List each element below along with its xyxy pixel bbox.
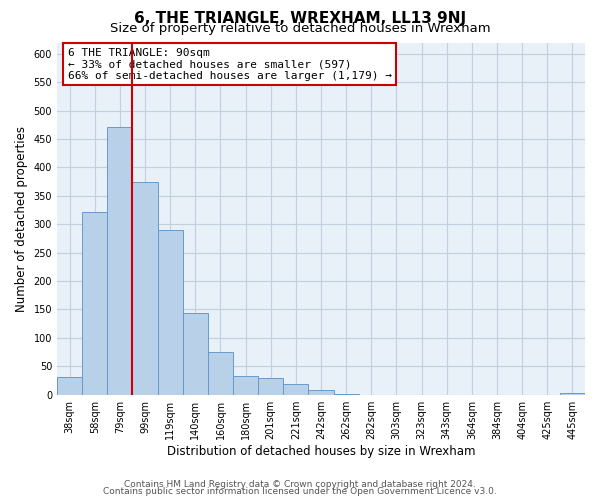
Bar bbox=[183, 314, 208, 394]
Text: Contains public sector information licensed under the Open Government Licence v3: Contains public sector information licen… bbox=[103, 487, 497, 496]
Text: 6 THE TRIANGLE: 90sqm
← 33% of detached houses are smaller (597)
66% of semi-det: 6 THE TRIANGLE: 90sqm ← 33% of detached … bbox=[68, 48, 392, 81]
Text: Contains HM Land Registry data © Crown copyright and database right 2024.: Contains HM Land Registry data © Crown c… bbox=[124, 480, 476, 489]
Bar bbox=[208, 352, 233, 395]
X-axis label: Distribution of detached houses by size in Wrexham: Distribution of detached houses by size … bbox=[167, 444, 475, 458]
Text: 6, THE TRIANGLE, WREXHAM, LL13 9NJ: 6, THE TRIANGLE, WREXHAM, LL13 9NJ bbox=[134, 11, 466, 26]
Bar bbox=[82, 212, 107, 394]
Bar bbox=[233, 376, 258, 394]
Bar bbox=[107, 126, 133, 394]
Bar bbox=[258, 378, 283, 394]
Bar bbox=[560, 393, 585, 394]
Text: Size of property relative to detached houses in Wrexham: Size of property relative to detached ho… bbox=[110, 22, 490, 35]
Bar bbox=[133, 182, 158, 394]
Y-axis label: Number of detached properties: Number of detached properties bbox=[15, 126, 28, 312]
Bar bbox=[308, 390, 334, 394]
Bar bbox=[57, 376, 82, 394]
Bar bbox=[283, 384, 308, 394]
Bar bbox=[158, 230, 183, 394]
